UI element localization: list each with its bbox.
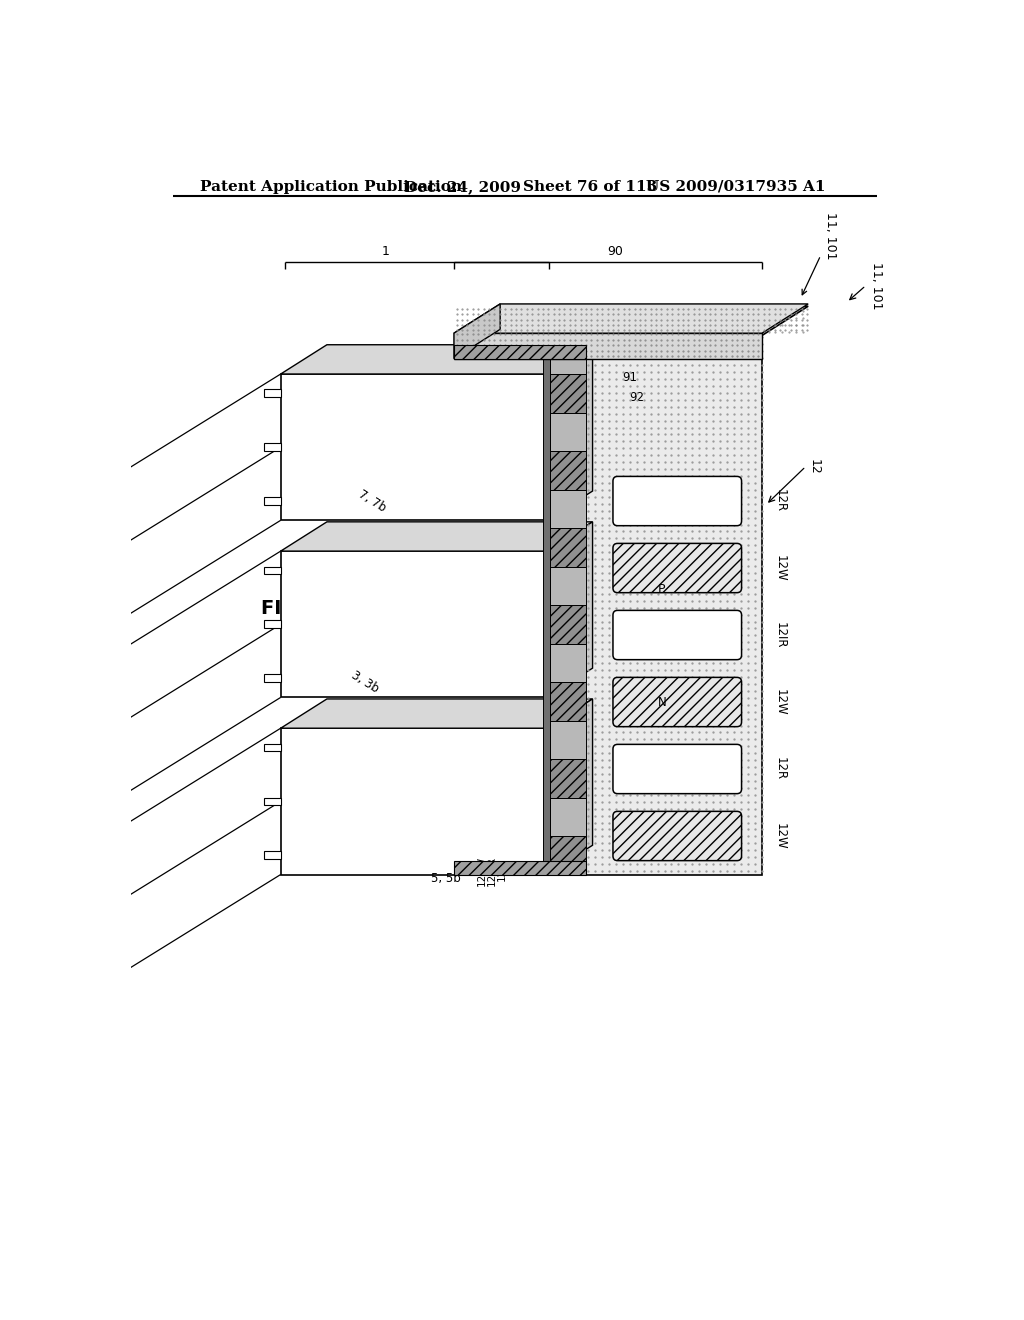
Text: 91: 91 (622, 371, 637, 384)
Text: US 2009/0317935 A1: US 2009/0317935 A1 (646, 180, 826, 194)
Polygon shape (550, 759, 587, 797)
FancyBboxPatch shape (613, 677, 741, 726)
Polygon shape (550, 451, 587, 490)
Text: Patent Application Publication: Patent Application Publication (200, 180, 462, 194)
Text: 122: 122 (587, 343, 609, 356)
FancyBboxPatch shape (613, 744, 741, 793)
FancyBboxPatch shape (613, 812, 741, 861)
Polygon shape (281, 345, 593, 374)
Polygon shape (281, 374, 547, 520)
Polygon shape (550, 721, 587, 759)
Polygon shape (454, 345, 587, 359)
Polygon shape (454, 333, 762, 359)
Polygon shape (264, 444, 281, 451)
Polygon shape (281, 700, 593, 729)
Polygon shape (585, 335, 762, 875)
Polygon shape (550, 335, 587, 374)
FancyBboxPatch shape (613, 477, 741, 525)
Polygon shape (550, 412, 587, 451)
Polygon shape (454, 304, 808, 333)
Text: 124IR: 124IR (487, 855, 497, 886)
Text: 7, 7b: 7, 7b (356, 487, 388, 515)
Polygon shape (454, 861, 587, 875)
Polygon shape (543, 335, 550, 875)
Polygon shape (454, 304, 500, 359)
FancyBboxPatch shape (613, 544, 741, 593)
Text: 12: 12 (808, 458, 821, 474)
Polygon shape (281, 729, 547, 875)
Polygon shape (550, 374, 587, 412)
Polygon shape (264, 797, 281, 805)
Text: Sheet 76 of 113: Sheet 76 of 113 (523, 180, 657, 194)
Polygon shape (550, 566, 587, 605)
Polygon shape (550, 682, 587, 721)
Polygon shape (550, 528, 587, 566)
Text: FIG. 76: FIG. 76 (261, 599, 339, 618)
Text: 12W: 12W (773, 689, 786, 715)
Text: 5, 5b: 5, 5b (431, 871, 461, 884)
FancyBboxPatch shape (613, 610, 741, 660)
Text: 124W: 124W (477, 855, 487, 886)
Polygon shape (550, 836, 587, 875)
Text: 1: 1 (382, 246, 390, 259)
Text: N: N (657, 696, 667, 709)
Text: 12W: 12W (773, 822, 786, 849)
Text: 12R: 12R (773, 490, 786, 512)
Text: 11, 101: 11, 101 (869, 261, 883, 309)
Text: 92: 92 (630, 391, 644, 404)
Polygon shape (550, 605, 587, 644)
Polygon shape (264, 620, 281, 628)
Text: 12W: 12W (773, 554, 786, 581)
Text: 11, 101: 11, 101 (802, 211, 837, 294)
Polygon shape (585, 306, 808, 335)
Polygon shape (550, 797, 587, 836)
Text: 122: 122 (497, 861, 507, 880)
Text: 3, 3b: 3, 3b (348, 669, 381, 696)
Polygon shape (550, 490, 587, 528)
Polygon shape (547, 521, 593, 697)
Text: 12IR: 12IR (773, 622, 786, 648)
Polygon shape (281, 521, 593, 552)
Text: 12R: 12R (773, 758, 786, 780)
Polygon shape (550, 644, 587, 682)
Polygon shape (264, 498, 281, 506)
Text: P: P (658, 583, 666, 597)
Polygon shape (547, 700, 593, 875)
Polygon shape (547, 345, 593, 520)
Polygon shape (264, 566, 281, 574)
Polygon shape (264, 851, 281, 859)
Polygon shape (264, 675, 281, 682)
Polygon shape (264, 389, 281, 397)
Polygon shape (281, 552, 547, 697)
Text: 90: 90 (607, 246, 624, 259)
Polygon shape (264, 743, 281, 751)
Text: Dec. 24, 2009: Dec. 24, 2009 (403, 180, 521, 194)
